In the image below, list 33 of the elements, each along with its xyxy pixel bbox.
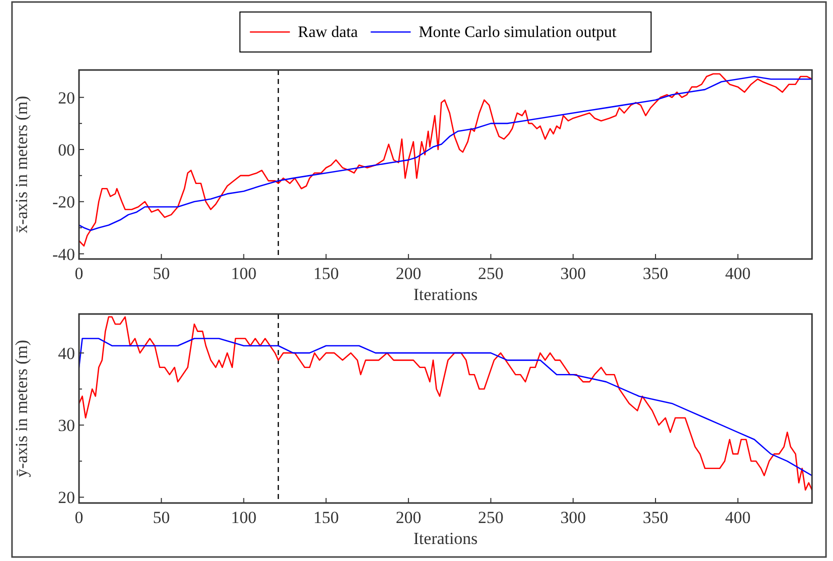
x-tick-label: 400	[725, 508, 751, 527]
legend-label: Raw data	[298, 24, 358, 41]
x-tick-label: 150	[313, 508, 339, 527]
x-tick-label: 200	[396, 508, 422, 527]
y-axis-title: ȳ-axis in meters (m)	[12, 340, 31, 478]
x-tick-label: 0	[74, 508, 84, 527]
x-tick-label: 150	[313, 264, 339, 283]
legend-label: Monte Carlo simulation output	[418, 24, 618, 41]
x-tick-label: 350	[642, 264, 668, 283]
x-tick-label: 50	[152, 264, 170, 283]
y-tick-label: 20	[58, 488, 75, 508]
x-tick-label: 0	[74, 264, 84, 283]
y-tick-label: 30	[58, 416, 75, 436]
x-tick-label: 300	[560, 508, 586, 527]
x-axis-title: Iterations	[413, 529, 478, 548]
x-axis-title: Iterations	[413, 285, 478, 304]
x-tick-label: 350	[642, 508, 668, 527]
y-tick-label: 20	[58, 88, 75, 108]
x-tick-label: 400	[725, 264, 751, 283]
x-tick-label: 200	[396, 264, 422, 283]
x-tick-label: 100	[230, 264, 256, 283]
y-tick-label: -40	[52, 244, 75, 264]
x-tick-label: 100	[230, 508, 256, 527]
x-tick-label: 250	[478, 264, 504, 283]
line-series	[79, 316, 812, 491]
x-tick-label: 50	[152, 508, 170, 527]
y-tick-label: 40	[58, 344, 75, 363]
x-tick-label: 300	[560, 264, 586, 283]
y-tick-label: -20	[52, 192, 75, 212]
line-series	[79, 338, 812, 476]
y-axis-title: x̄-axis in meters (m)	[12, 96, 31, 234]
x-tick-label: 250	[478, 508, 504, 527]
y-tick-label: 00	[58, 140, 75, 160]
